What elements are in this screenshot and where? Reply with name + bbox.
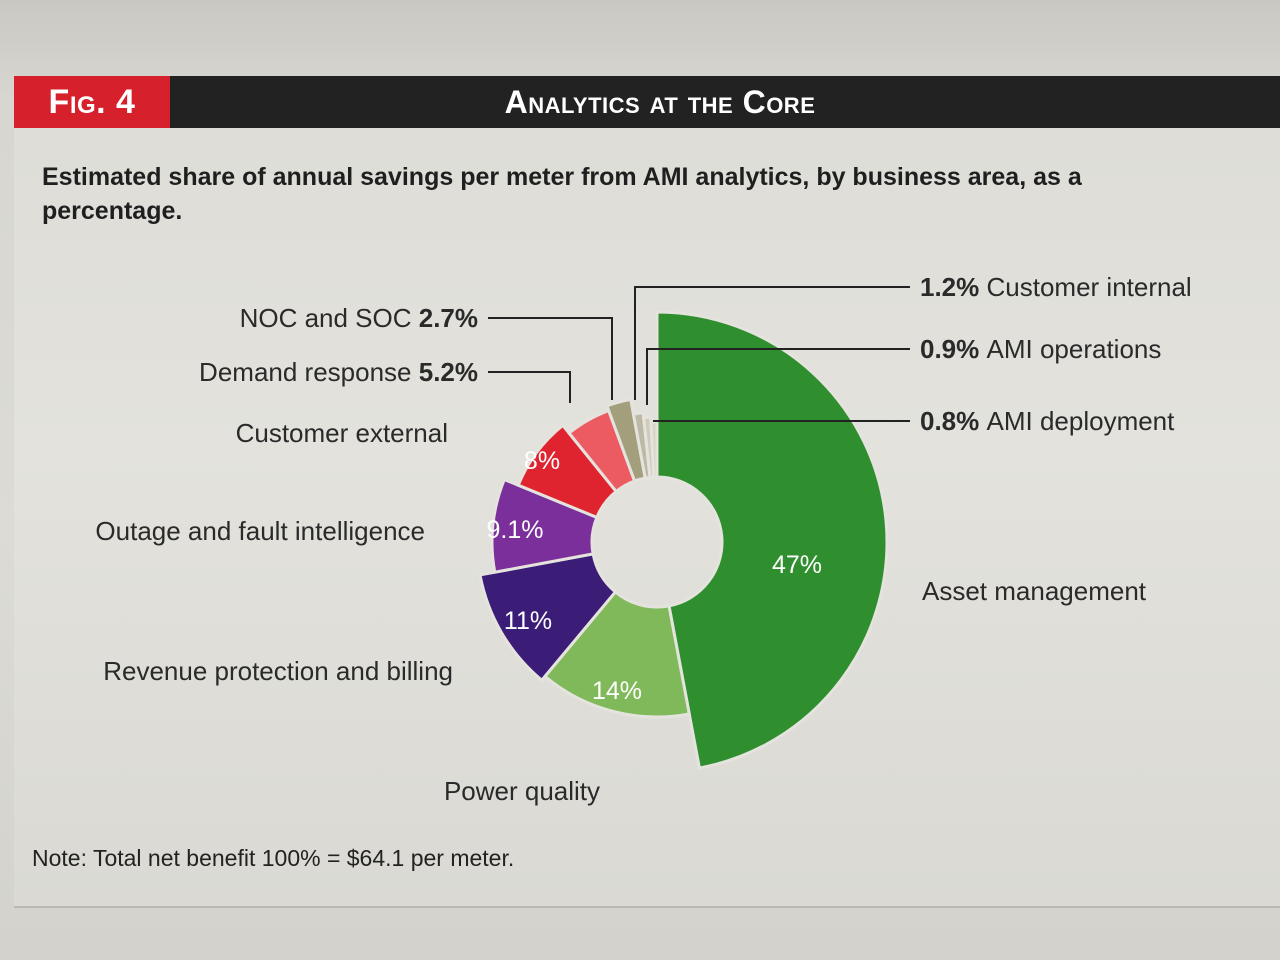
- slice-value-label: 8%: [524, 447, 560, 475]
- callout-label: 0.9% AMI operations: [920, 334, 1161, 364]
- category-label: Revenue protection and billing: [103, 656, 453, 686]
- pie-slice-power-quality: [542, 589, 692, 719]
- chart-note: Note: Total net benefit 100% = $64.1 per…: [32, 845, 515, 871]
- pie-slice-noc-and-soc: [605, 397, 647, 483]
- figure-number: Fig. 4: [14, 76, 170, 128]
- pie-slice-customer-external: [516, 423, 619, 520]
- leader-line: [646, 348, 910, 405]
- pie-slice-revenue-protection-and-billing: [478, 552, 618, 683]
- category-label: Outage and fault intelligence: [95, 516, 425, 546]
- pie-slice-ami-deployment: [649, 420, 659, 479]
- category-label: Power quality: [444, 776, 600, 806]
- figure-header-bar: [14, 76, 1280, 128]
- pie-slice-customer-internal: [631, 411, 652, 480]
- callout-label: 1.2% Customer internal: [920, 272, 1192, 302]
- pie-slice-outage-and-fault-intelligence: [490, 477, 599, 574]
- callout-label: 0.8% AMI deployment: [920, 406, 1175, 436]
- chart-subtitle: Estimated share of annual savings per me…: [42, 163, 1082, 225]
- slice-value-label: 11%: [504, 607, 552, 635]
- leader-line: [488, 317, 613, 400]
- slice-value-label: 14%: [592, 677, 642, 705]
- figure-title: Analytics at the Core: [504, 83, 816, 120]
- pie-slice-asset-management: [655, 310, 889, 770]
- slice-value-label: 47%: [772, 551, 822, 579]
- callout-label: Demand response 5.2%: [199, 357, 478, 387]
- slice-value-label: 9.1%: [487, 516, 544, 544]
- figure-panel: [14, 76, 1280, 908]
- leader-line: [488, 371, 571, 403]
- leader-line: [634, 286, 910, 400]
- category-label: Asset management: [922, 576, 1147, 606]
- callout-label: NOC and SOC 2.7%: [240, 303, 478, 333]
- category-label: Customer external: [236, 418, 448, 448]
